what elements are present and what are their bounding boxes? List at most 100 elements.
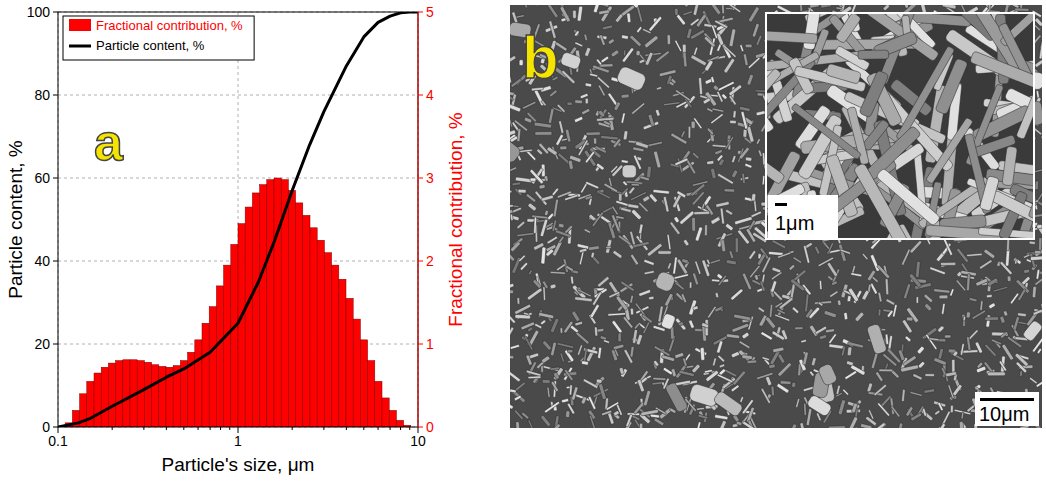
sem-texture [752, 23, 760, 37]
sem-texture [557, 342, 574, 348]
sem-texture [629, 35, 641, 47]
sem-texture [534, 122, 552, 128]
sem-texture [584, 47, 591, 57]
x-minor-tick [390, 427, 391, 430]
sem-texture [855, 312, 865, 322]
sem-texture [1015, 353, 1029, 367]
sem-texture [510, 403, 514, 410]
sem-texture [883, 5, 890, 11]
sem-texture [612, 320, 623, 333]
sem-texture [648, 296, 654, 300]
y2-tick [418, 344, 423, 345]
sem-texture [790, 283, 796, 298]
sem-texture [615, 14, 623, 23]
sem-texture [560, 353, 565, 362]
sem-texture [514, 304, 531, 315]
sem-texture [758, 150, 763, 157]
sem-texture [772, 239, 786, 248]
sem-texture [511, 78, 522, 88]
sem-texture [675, 89, 691, 101]
sem-texture [818, 302, 824, 307]
sem-inset [766, 13, 1034, 239]
sem-texture [804, 403, 807, 415]
sem-texture [725, 223, 734, 231]
sem-texture [611, 206, 618, 216]
sem-texture [545, 249, 554, 257]
sem-texture [777, 252, 791, 258]
x-minor-tick [323, 427, 324, 430]
sem-texture [510, 327, 514, 338]
sem-texture [585, 83, 592, 87]
sem-texture [650, 414, 660, 418]
histogram-bar [274, 178, 281, 427]
sem-texture [553, 367, 564, 380]
sem-texture [613, 410, 619, 416]
histogram-bar [231, 244, 238, 427]
sem-texture [862, 253, 868, 260]
sem-texture [832, 5, 838, 6]
sem-texture [610, 165, 618, 173]
sem-texture [547, 5, 558, 18]
sem-texture [824, 310, 837, 318]
sem-texture [732, 323, 750, 332]
sem-texture [1029, 377, 1037, 384]
sem-texture [868, 409, 874, 419]
sem-texture [980, 301, 983, 311]
scale-box [975, 392, 1039, 426]
sem-texture [809, 5, 819, 8]
histogram-bar [288, 190, 295, 427]
sem-texture [1014, 259, 1017, 264]
sem-texture [952, 359, 955, 373]
inset-frame [766, 13, 1034, 239]
sem-texture [693, 5, 700, 16]
sem-texture [641, 314, 653, 324]
sem-texture [766, 31, 818, 44]
sem-texture [643, 390, 651, 406]
sem-texture [770, 281, 777, 293]
sem-texture [592, 291, 602, 305]
sem-texture [688, 383, 720, 408]
sem-texture [653, 151, 661, 168]
histogram-bar [324, 253, 331, 427]
sem-texture [910, 412, 922, 421]
sem-texture [988, 372, 1006, 376]
sem-texture [675, 158, 689, 166]
sem-texture [1041, 285, 1042, 294]
sem-texture [720, 239, 725, 251]
sem-texture [653, 377, 666, 380]
sem-texture [632, 241, 649, 248]
sem-texture [991, 339, 1002, 345]
sem-texture [620, 281, 634, 292]
sem-texture [692, 217, 696, 231]
sem-texture [603, 340, 609, 344]
sem-texture [622, 47, 634, 62]
y-tick [53, 344, 58, 345]
sem-texture [599, 34, 606, 45]
sem-texture [742, 355, 753, 360]
sem-texture [1007, 276, 1011, 282]
y2-tick-label: 2 [426, 253, 434, 269]
sem-texture [836, 385, 841, 395]
sem-texture [1010, 293, 1019, 304]
sem-texture [592, 65, 609, 73]
histogram-bar [209, 307, 216, 427]
sem-texture [840, 249, 851, 255]
sem-texture [1036, 269, 1040, 279]
histogram-bar [108, 363, 115, 427]
sem-texture [550, 342, 556, 356]
sem-texture [674, 40, 681, 52]
sem-texture [683, 11, 693, 16]
sem-texture [638, 289, 650, 296]
sem-texture [522, 101, 536, 109]
sem-texture [542, 340, 552, 350]
sem-texture [960, 343, 964, 355]
sem-texture [1032, 286, 1036, 297]
sem-texture [704, 225, 707, 236]
sem-texture [731, 155, 736, 163]
sem-texture [901, 389, 905, 401]
histogram-bar [332, 265, 339, 427]
sem-texture [518, 255, 525, 262]
sem-texture [725, 136, 734, 149]
sem-texture [860, 423, 872, 428]
sem-texture [630, 346, 634, 357]
